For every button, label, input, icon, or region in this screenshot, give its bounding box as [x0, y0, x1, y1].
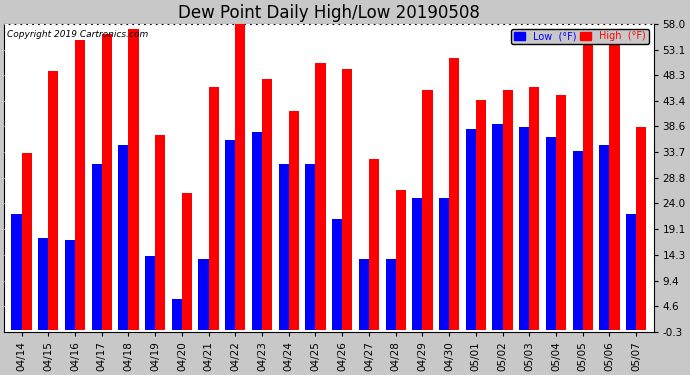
Bar: [359, 259, 369, 330]
Text: Copyright 2019 Cartronics.com: Copyright 2019 Cartronics.com: [8, 30, 148, 39]
Bar: [262, 79, 273, 330]
Bar: [519, 127, 529, 330]
Bar: [279, 164, 289, 330]
Bar: [369, 159, 379, 330]
Bar: [38, 238, 48, 330]
Bar: [609, 32, 620, 330]
Bar: [422, 90, 433, 330]
Bar: [556, 95, 566, 330]
Bar: [101, 34, 112, 330]
Bar: [386, 259, 395, 330]
Bar: [145, 256, 155, 330]
Bar: [75, 40, 85, 330]
Bar: [65, 240, 75, 330]
Bar: [11, 214, 21, 330]
Bar: [118, 146, 128, 330]
Bar: [208, 87, 219, 330]
Bar: [466, 129, 476, 330]
Bar: [449, 58, 460, 330]
Bar: [476, 100, 486, 330]
Bar: [306, 164, 315, 330]
Bar: [128, 29, 139, 330]
Legend: Low  (°F), High  (°F): Low (°F), High (°F): [511, 28, 649, 44]
Bar: [332, 219, 342, 330]
Bar: [502, 90, 513, 330]
Bar: [412, 198, 422, 330]
Bar: [546, 137, 556, 330]
Bar: [289, 111, 299, 330]
Bar: [573, 151, 583, 330]
Title: Dew Point Daily High/Low 20190508: Dew Point Daily High/Low 20190508: [178, 4, 480, 22]
Bar: [315, 63, 326, 330]
Bar: [636, 127, 647, 330]
Bar: [395, 190, 406, 330]
Bar: [342, 69, 353, 330]
Bar: [252, 132, 262, 330]
Bar: [199, 259, 208, 330]
Bar: [235, 24, 246, 330]
Bar: [182, 193, 192, 330]
Bar: [225, 140, 235, 330]
Bar: [439, 198, 449, 330]
Bar: [600, 146, 609, 330]
Bar: [626, 214, 636, 330]
Bar: [155, 135, 166, 330]
Bar: [583, 40, 593, 330]
Bar: [172, 298, 182, 330]
Bar: [21, 153, 32, 330]
Bar: [48, 71, 59, 330]
Bar: [92, 164, 101, 330]
Bar: [529, 87, 540, 330]
Bar: [493, 124, 502, 330]
